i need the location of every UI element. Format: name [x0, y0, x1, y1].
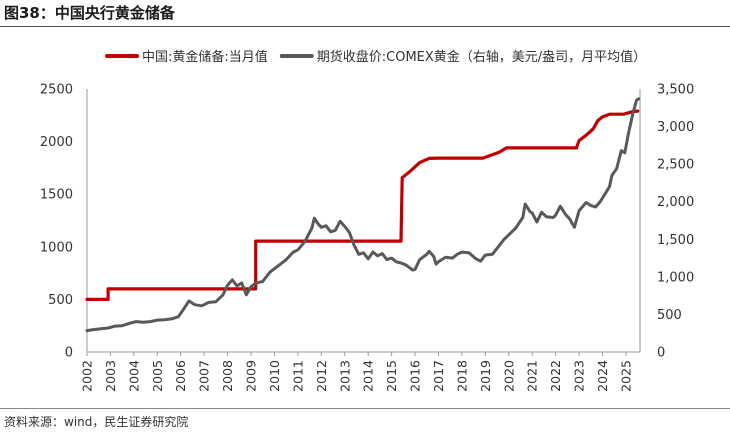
y-right-tick-label: 3,500 — [657, 83, 694, 98]
reserve-series-line — [85, 109, 640, 301]
x-tick-label: 2012 — [314, 360, 329, 392]
x-tick-label: 2002 — [80, 360, 95, 392]
y-right-tick-label: 3,000 — [657, 120, 694, 135]
footer-rule — [0, 408, 730, 409]
x-tick-label: 2023 — [572, 360, 587, 392]
x-tick-label: 2015 — [384, 360, 399, 392]
figure-title: 图38：中国央行黄金储备 — [4, 4, 175, 22]
legend-label: 中国:黄金储备:当月值 — [142, 49, 268, 65]
y-right-tick-label: 2,500 — [657, 158, 694, 173]
source-note: 资料来源：wind，民生证券研究院 — [4, 415, 189, 429]
x-tick-label: 2016 — [408, 360, 423, 392]
x-tick-label: 2010 — [267, 360, 282, 392]
x-tick-label: 2025 — [618, 360, 633, 392]
x-tick-label: 2024 — [595, 360, 610, 392]
x-tick-label: 2022 — [548, 360, 563, 392]
x-tick-label: 2009 — [244, 360, 259, 392]
x-tick-label: 2003 — [103, 360, 118, 392]
x-tick-label: 2005 — [150, 360, 165, 392]
gold-reserve-chart: 中国:黄金储备:当月值 期货收盘价:COMEX黄金（右轴，美元/盎司，月平均值） … — [40, 49, 694, 392]
x-tick-label: 2011 — [290, 360, 305, 392]
x-tick-label: 2013 — [337, 360, 352, 392]
x-tick-label: 2021 — [525, 360, 540, 392]
title-rule — [0, 26, 730, 27]
y-left-tick-label: 0 — [65, 346, 73, 361]
legend: 中国:黄金储备:当月值 期货收盘价:COMEX黄金（右轴，美元/盎司，月平均值） — [105, 49, 646, 65]
axes: 0 500 1000 1500 2000 2500 0 500 1,000 1,500 2,000 2… — [40, 83, 694, 392]
y-right-tick-label: 0 — [657, 346, 665, 361]
legend-label: 期货收盘价:COMEX黄金（右轴，美元/盎司，月平均值） — [317, 49, 646, 65]
y-left-tick-label: 1000 — [40, 240, 73, 255]
x-tick-label: 2014 — [361, 360, 376, 392]
y-left-tick-label: 2000 — [40, 135, 73, 150]
x-tick-label: 2017 — [431, 360, 446, 392]
x-tick-label: 2007 — [197, 360, 212, 392]
y-right-tick-label: 500 — [657, 308, 682, 323]
series-layer — [85, 97, 641, 333]
x-tick-label: 2006 — [173, 360, 188, 392]
y-left-tick-label: 2500 — [40, 83, 73, 98]
x-tick-label: 2019 — [478, 360, 493, 392]
y-right-tick-label: 1,500 — [657, 233, 694, 248]
y-right-tick-label: 2,000 — [657, 195, 694, 210]
x-tick-label: 2020 — [501, 360, 516, 392]
x-tick-label: 2008 — [220, 360, 235, 392]
x-tick-label: 2018 — [454, 360, 469, 392]
y-right-tick-label: 1,000 — [657, 270, 694, 285]
comex-series-line — [85, 97, 641, 333]
x-tick-label: 2004 — [126, 360, 141, 392]
y-left-tick-label: 500 — [48, 293, 73, 308]
y-left-tick-label: 1500 — [40, 188, 73, 203]
